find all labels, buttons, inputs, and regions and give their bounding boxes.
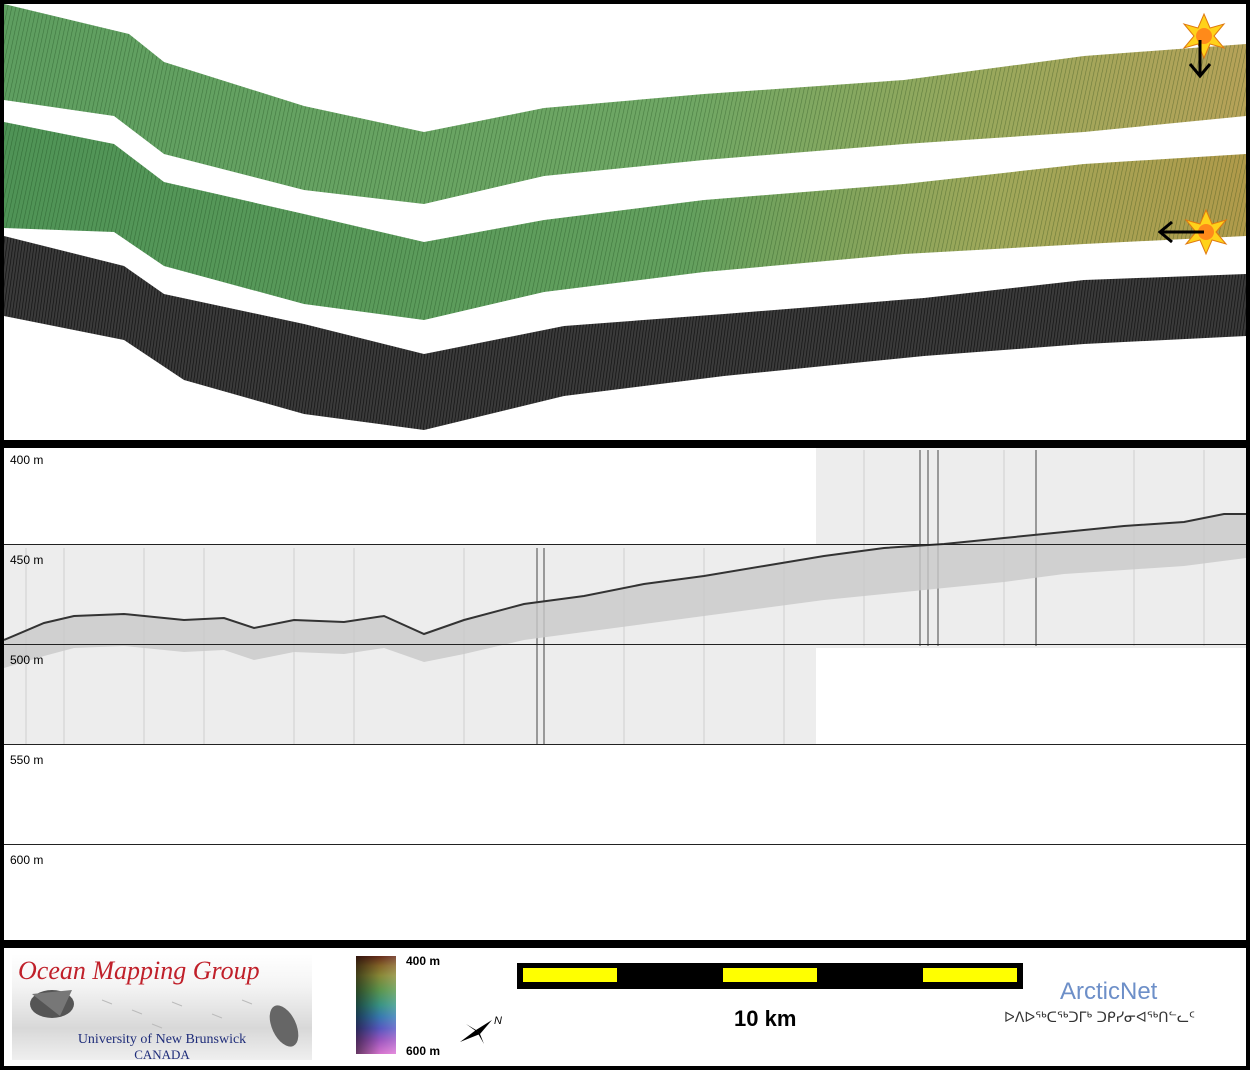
seabed-profile: [4, 450, 1246, 744]
arrow-left-icon: [1157, 220, 1204, 244]
logo-country: CANADA: [134, 1047, 190, 1062]
backscatter-strip: [4, 236, 1246, 430]
north-arrow-icon: N: [460, 1015, 502, 1044]
ocean-mapping-group-logo: Ocean Mapping Group University of New Br…: [12, 954, 312, 1062]
seafloor-line: [4, 513, 1246, 641]
colorbar-bottom-label: 600 m: [406, 1044, 441, 1058]
logo-university: University of New Brunswick: [77, 1032, 247, 1047]
arcticnet-logo: ArcticNet: [1060, 978, 1158, 1005]
grid-line-500: [4, 644, 1246, 645]
depth-label-600: 600 m: [10, 853, 44, 867]
footer: Ocean Mapping Group University of New Br…: [4, 948, 1246, 1066]
grid-line-600: [4, 844, 1246, 845]
swath-strips: [4, 4, 1246, 430]
colorbar-top-label: 400 m: [406, 954, 441, 968]
depth-label-400: 400 m: [10, 453, 44, 467]
logo-title: Ocean Mapping Group: [18, 956, 260, 985]
arcticnet-syllabics: ᐅᐱᐅᖅᑕᖅᑐᒥᒃ ᑐᑭᓯᓂᐊᖅᑎᓪᓚᑦ: [1004, 1010, 1195, 1026]
arrow-down-icon: [1188, 40, 1212, 79]
depth-label-550: 550 m: [10, 753, 44, 767]
profile-panel: 400 m 450 m 500 m 550 m 600 m: [4, 448, 1246, 940]
swath-panel: [4, 4, 1246, 440]
depth-label-450: 450 m: [10, 553, 44, 567]
sun-burst-icon: [1184, 208, 1228, 256]
logo-sonar-icon: [30, 990, 299, 1047]
depth-label-500: 500 m: [10, 653, 44, 667]
scale-label: 10 km: [734, 1006, 797, 1031]
north-label: N: [494, 1015, 502, 1027]
scale-bar: [517, 963, 1023, 989]
grid-line-550: [4, 744, 1246, 745]
grid-line-450: [4, 544, 1246, 545]
